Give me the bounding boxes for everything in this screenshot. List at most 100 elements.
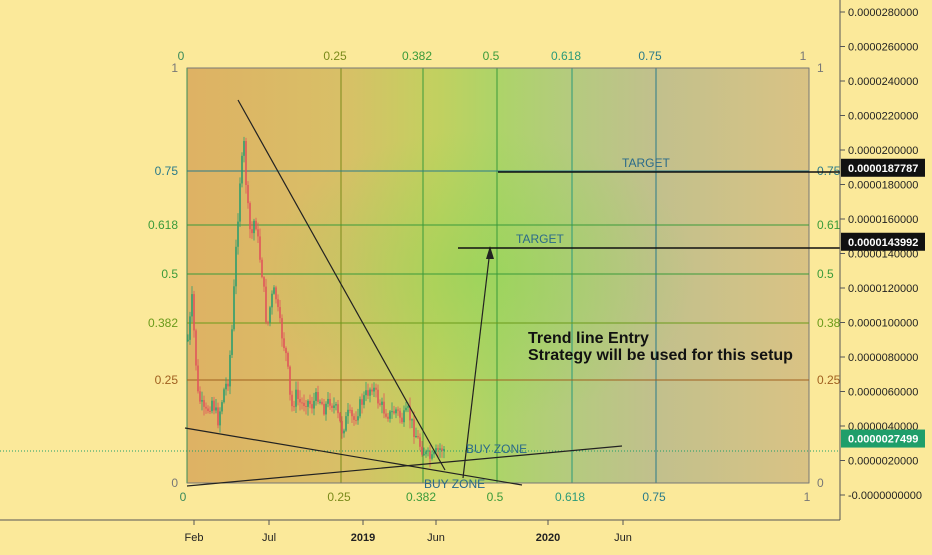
candle-body-61 [309, 400, 311, 405]
buy-zone-label-1: BUY ZONE [466, 442, 527, 456]
candle-body-108 [403, 410, 405, 423]
candle-body-12 [211, 400, 213, 412]
candle-body-54 [295, 389, 297, 407]
candle-body-19 [225, 383, 227, 390]
candle-body-11 [209, 410, 211, 412]
candle-body-75 [337, 404, 339, 414]
candle-body-89 [365, 390, 367, 396]
candle-body-127 [441, 448, 443, 451]
candle-body-102 [391, 411, 393, 413]
fib-time-label-bottom-4: 0.618 [555, 490, 585, 504]
fib-price-label-right-3: 0.5 [817, 267, 834, 281]
candle-body-107 [401, 417, 403, 423]
candle-body-60 [307, 400, 309, 407]
candle-body-83 [353, 416, 355, 420]
candle-body-67 [321, 401, 323, 405]
candle-body-62 [311, 404, 313, 409]
candle-body-50 [287, 353, 289, 367]
candle-body-69 [325, 403, 327, 415]
candle-body-72 [331, 405, 333, 408]
candle-body-38 [263, 277, 265, 287]
price-tick-label-11: 0.0000060000 [848, 387, 918, 399]
candle-body-42 [271, 293, 273, 308]
fib-time-lines: 0 0 0.25 0.25 0.382 0.382 0.5 0.5 0.618 0.618 0.75… [178, 49, 811, 504]
candle-body-33 [253, 220, 255, 234]
candle-body-118 [423, 454, 425, 456]
strategy-note-line-1: Trend line Entry [528, 330, 649, 347]
price-axis-panel[interactable] [840, 0, 932, 550]
candle-body-76 [339, 413, 341, 421]
projection-arrow-line[interactable] [462, 249, 491, 479]
candle-body-31 [249, 203, 251, 230]
candle-body-58 [303, 402, 305, 407]
time-axis-ticks: Feb Jul 2019 Jun 2020 Jun [185, 520, 632, 544]
candle-body-117 [421, 446, 423, 455]
candle-body-77 [341, 420, 343, 434]
candle-body-8 [203, 400, 205, 407]
price-label-text-2: 0.0000027499 [848, 434, 918, 446]
price-label-text-0: 0.0000187787 [848, 163, 918, 175]
candle-body-103 [393, 411, 395, 414]
candles [187, 136, 445, 468]
fib-price-label-left-2: 0.618 [148, 218, 178, 232]
candle-body-22 [231, 329, 233, 355]
candle-body-113 [413, 419, 415, 437]
descending-trendline[interactable] [237, 99, 446, 471]
candle-body-97 [381, 401, 383, 405]
fib-time-label-top-2: 0.382 [402, 49, 432, 63]
price-tick-label-10: 0.0000080000 [848, 352, 918, 364]
price-tick-label-2: 0.0000240000 [848, 76, 918, 88]
candle-body-3 [193, 294, 195, 331]
fib-price-label-right-6: 0 [817, 476, 824, 490]
fib-price-label-left-0: 1 [171, 61, 178, 75]
price-tick-label-14: -0.0000000000 [848, 490, 922, 502]
candle-body-41 [269, 307, 271, 323]
candle-body-123 [433, 451, 435, 455]
candle-body-57 [301, 402, 303, 404]
fib-time-label-top-5: 0.75 [638, 49, 662, 63]
fib-price-label-right-0: 1 [817, 61, 824, 75]
candle-body-100 [387, 416, 389, 419]
candle-body-119 [425, 451, 427, 455]
candle-body-13 [213, 400, 215, 411]
lower-trendline[interactable] [184, 427, 523, 486]
candle-body-49 [285, 348, 287, 354]
candle-body-20 [227, 383, 229, 387]
candle-body-10 [207, 408, 209, 411]
candle-body-34 [255, 220, 257, 230]
candle-body-52 [291, 394, 293, 407]
price-tick-label-5: 0.0000180000 [848, 180, 918, 192]
candle-body-17 [221, 402, 223, 412]
candle-body-59 [305, 406, 307, 408]
target-label-lower: TARGET [516, 232, 564, 246]
fib-time-label-top-6: 1 [800, 49, 807, 63]
price-tick-label-9: 0.0000100000 [848, 318, 918, 330]
buy-zone-trendline[interactable] [186, 445, 623, 487]
candle-body-116 [419, 437, 421, 447]
candle-body-96 [379, 403, 381, 405]
candle-body-23 [233, 286, 235, 330]
fib-price-label-left-4: 0.382 [148, 316, 178, 330]
candle-body-30 [247, 184, 249, 204]
candle-body-85 [357, 416, 359, 421]
price-label-box-1 [841, 232, 925, 251]
fib-zone-glow [187, 68, 809, 483]
fib-time-label-bottom-3: 0.5 [487, 490, 504, 504]
candle-body-106 [399, 410, 401, 418]
candle-body-125 [437, 448, 439, 450]
target-label-upper: TARGET [622, 156, 670, 170]
fib-time-label-top-0: 0 [178, 49, 185, 63]
candle-body-79 [345, 416, 347, 431]
candle-body-104 [395, 409, 397, 414]
candle-body-43 [273, 287, 275, 294]
candle-body-1 [189, 316, 191, 340]
time-tick-label-0: Feb [185, 532, 204, 544]
candle-body-46 [279, 307, 281, 319]
candle-body-91 [369, 389, 371, 396]
candle-body-88 [363, 395, 365, 405]
candle-body-40 [267, 322, 269, 324]
candle-body-73 [333, 405, 335, 408]
candle-body-29 [245, 141, 247, 185]
